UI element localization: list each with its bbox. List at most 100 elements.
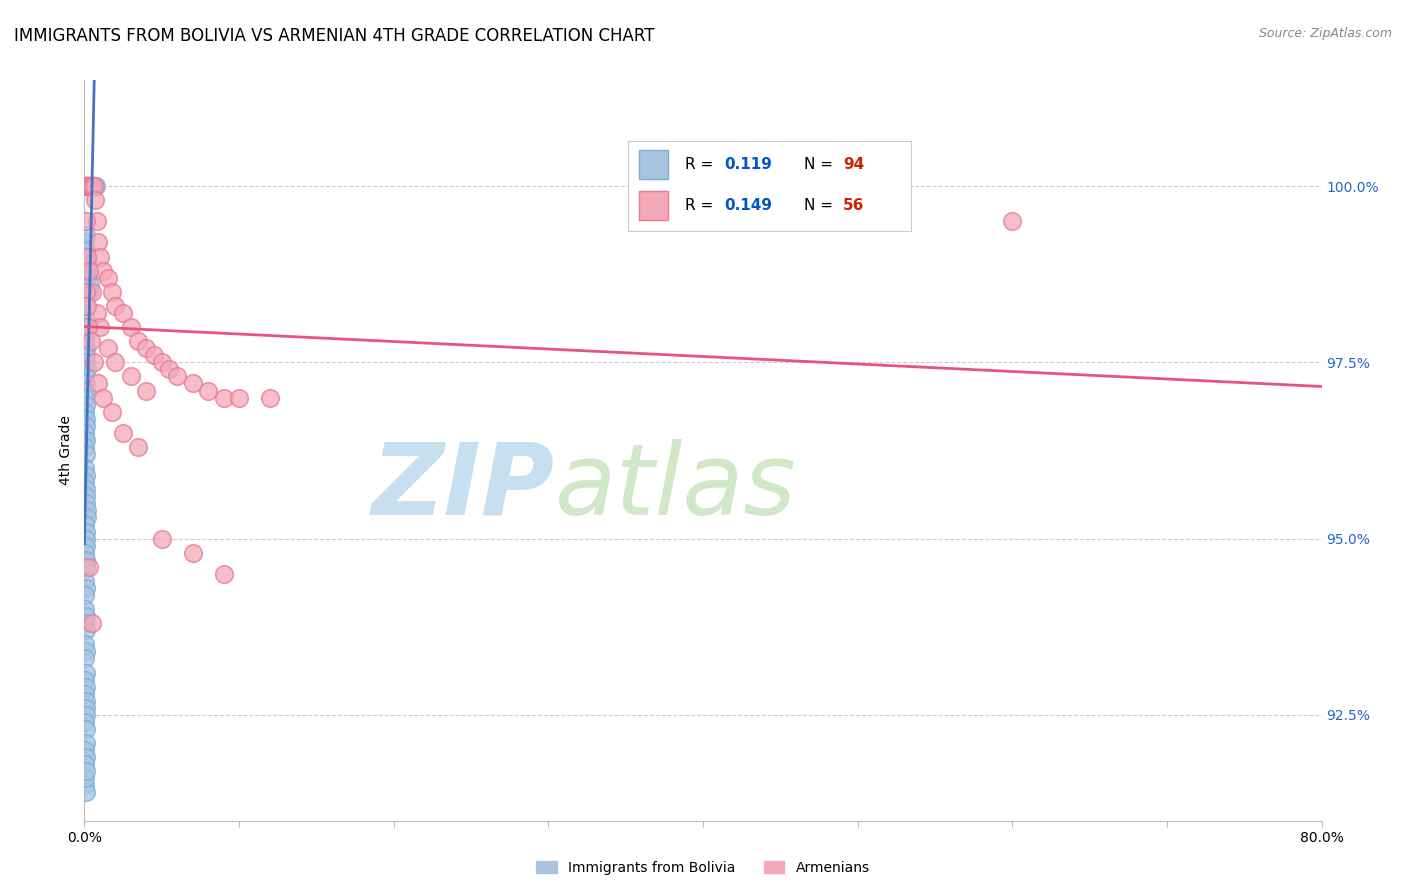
Point (101, 285, 124, 299)
Text: ZIP: ZIP (371, 439, 554, 536)
Point (75, 496, 97, 510)
Point (75, 376, 97, 391)
Point (76, 263, 98, 277)
Point (75, 707, 97, 722)
Point (75, 651, 97, 665)
Point (75, 355, 97, 369)
Point (91, 391, 114, 405)
Point (75, 772, 97, 786)
Point (76, 179, 98, 194)
Text: 56: 56 (844, 198, 865, 213)
Point (86, 214, 108, 228)
Point (77, 285, 100, 299)
Point (75, 433, 97, 447)
Point (75, 743, 97, 757)
Point (75, 341, 97, 355)
Point (75, 559, 97, 574)
Point (104, 299, 127, 313)
Text: 0.119: 0.119 (724, 157, 772, 172)
Point (79, 334, 101, 348)
Point (75, 468, 97, 483)
Point (75, 235, 97, 250)
Point (82, 179, 104, 194)
Point (75, 425, 97, 440)
Point (75, 665, 97, 680)
Point (75, 553, 97, 567)
Point (79, 179, 101, 194)
Point (75, 179, 97, 194)
Text: atlas: atlas (554, 439, 796, 536)
Point (77, 179, 100, 194)
Point (76, 179, 98, 194)
Text: N =: N = (804, 198, 838, 213)
Point (150, 355, 173, 369)
Point (150, 532, 173, 546)
Point (228, 391, 250, 405)
Point (120, 369, 142, 384)
Point (79, 179, 101, 194)
Point (75, 546, 97, 560)
Point (135, 341, 157, 355)
Point (75, 736, 97, 750)
Point (76, 320, 98, 334)
Point (127, 440, 149, 454)
Point (112, 306, 135, 320)
Point (77, 179, 100, 194)
Point (104, 355, 127, 369)
Point (75, 179, 97, 194)
Point (75, 179, 97, 194)
Y-axis label: 4th Grade: 4th Grade (59, 416, 73, 485)
Point (87, 235, 110, 250)
Point (87, 376, 110, 391)
Point (80, 179, 103, 194)
Point (75, 764, 97, 779)
Point (91, 263, 114, 277)
Point (75, 616, 97, 631)
Point (84, 179, 107, 194)
Point (75, 687, 97, 701)
Point (75, 694, 97, 708)
Point (76, 250, 98, 264)
Point (76, 179, 98, 194)
Point (166, 369, 188, 384)
Point (75, 391, 97, 405)
Point (75, 750, 97, 764)
Point (75, 179, 97, 194)
Point (83, 355, 105, 369)
Point (75, 405, 97, 419)
Point (82, 616, 104, 631)
Text: R =: R = (685, 198, 717, 213)
Point (75, 489, 97, 503)
Point (75, 398, 97, 412)
Point (77, 179, 100, 194)
Point (75, 778, 97, 792)
Point (127, 334, 149, 348)
Point (112, 425, 135, 440)
Point (79, 179, 101, 194)
Point (1001, 214, 1024, 228)
Point (75, 624, 97, 638)
Point (76, 503, 98, 517)
Point (75, 461, 97, 475)
Point (76, 250, 98, 264)
Point (82, 179, 104, 194)
Point (75, 482, 97, 496)
Point (143, 348, 166, 362)
Point (75, 384, 97, 398)
FancyBboxPatch shape (640, 151, 668, 179)
Point (75, 228, 97, 243)
Point (75, 517, 97, 532)
Point (75, 714, 97, 729)
Point (75, 306, 97, 320)
Point (77, 263, 100, 277)
Point (82, 179, 104, 194)
Point (75, 588, 97, 602)
Point (75, 440, 97, 454)
Point (75, 722, 97, 736)
Point (75, 447, 97, 461)
Point (101, 405, 124, 419)
FancyBboxPatch shape (640, 192, 668, 220)
Text: 94: 94 (844, 157, 865, 172)
Point (75, 609, 97, 624)
Point (84, 193, 107, 207)
